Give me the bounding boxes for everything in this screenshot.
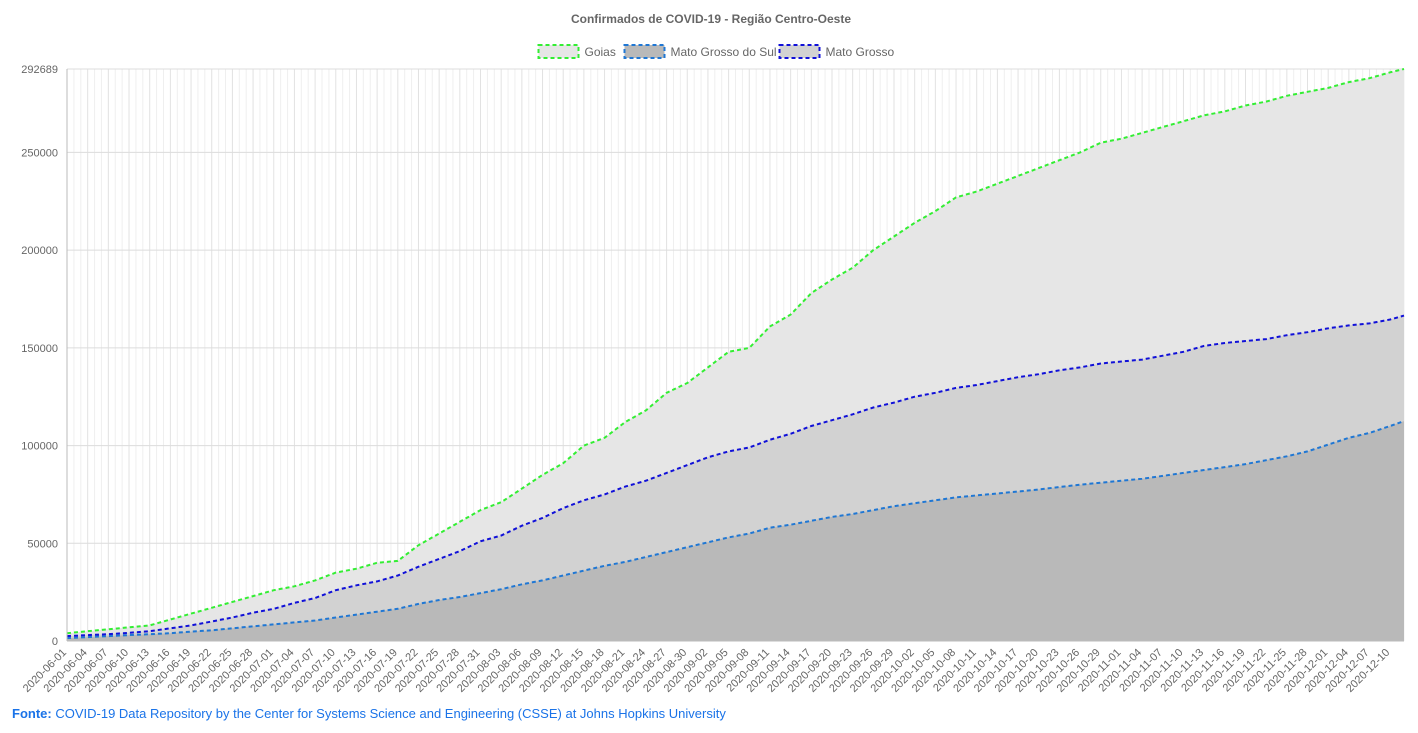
series-line-0 — [66, 68, 1405, 635]
chart-axes — [66, 69, 1404, 642]
source-link[interactable]: COVID-19 Data Repository by the Center f… — [55, 706, 726, 721]
series-line-2 — [66, 314, 1405, 638]
series-lines — [66, 68, 1405, 640]
y-tick-label: 292689 — [21, 64, 58, 76]
y-tick-label: 0 — [52, 636, 58, 648]
legend-label: Goias — [585, 45, 616, 59]
legend-swatch — [537, 44, 580, 59]
legend-label: Mato Grosso do Sul — [671, 45, 777, 59]
y-tick-label: 200000 — [21, 245, 58, 257]
series-area-1 — [67, 421, 1404, 641]
chart-title: Confirmados de COVID-19 - Região Centro-… — [571, 12, 851, 26]
source-credit: Fonte: COVID-19 Data Repository by the C… — [12, 706, 726, 721]
y-tick-label: 50000 — [27, 538, 58, 550]
legend-swatch — [778, 44, 821, 59]
covid-area-chart: Confirmados de COVID-19 - Região Centro-… — [21, 12, 1405, 695]
legend-label: Mato Grosso — [826, 45, 895, 59]
legend-item[interactable]: Goias — [537, 44, 616, 59]
y-tick-label: 250000 — [21, 147, 58, 159]
legend-item[interactable]: Mato Grosso — [778, 44, 895, 59]
series-line-1 — [66, 420, 1405, 640]
legend-item[interactable]: Mato Grosso do Sul — [623, 44, 777, 59]
chart-legend[interactable]: Goias Mato Grosso do Sul Mato Grosso — [537, 44, 895, 59]
y-axis-ticks: 0 50000 100000 150000 200000 250000 292689 — [21, 64, 58, 648]
series-areas — [67, 69, 1404, 641]
y-tick-label: 100000 — [21, 441, 58, 453]
legend-swatch — [623, 44, 666, 59]
y-tick-label: 150000 — [21, 343, 58, 355]
source-label: Fonte: — [12, 706, 52, 721]
x-axis-ticks: 2020-06-012020-06-042020-06-072020-06-10… — [21, 647, 1392, 695]
